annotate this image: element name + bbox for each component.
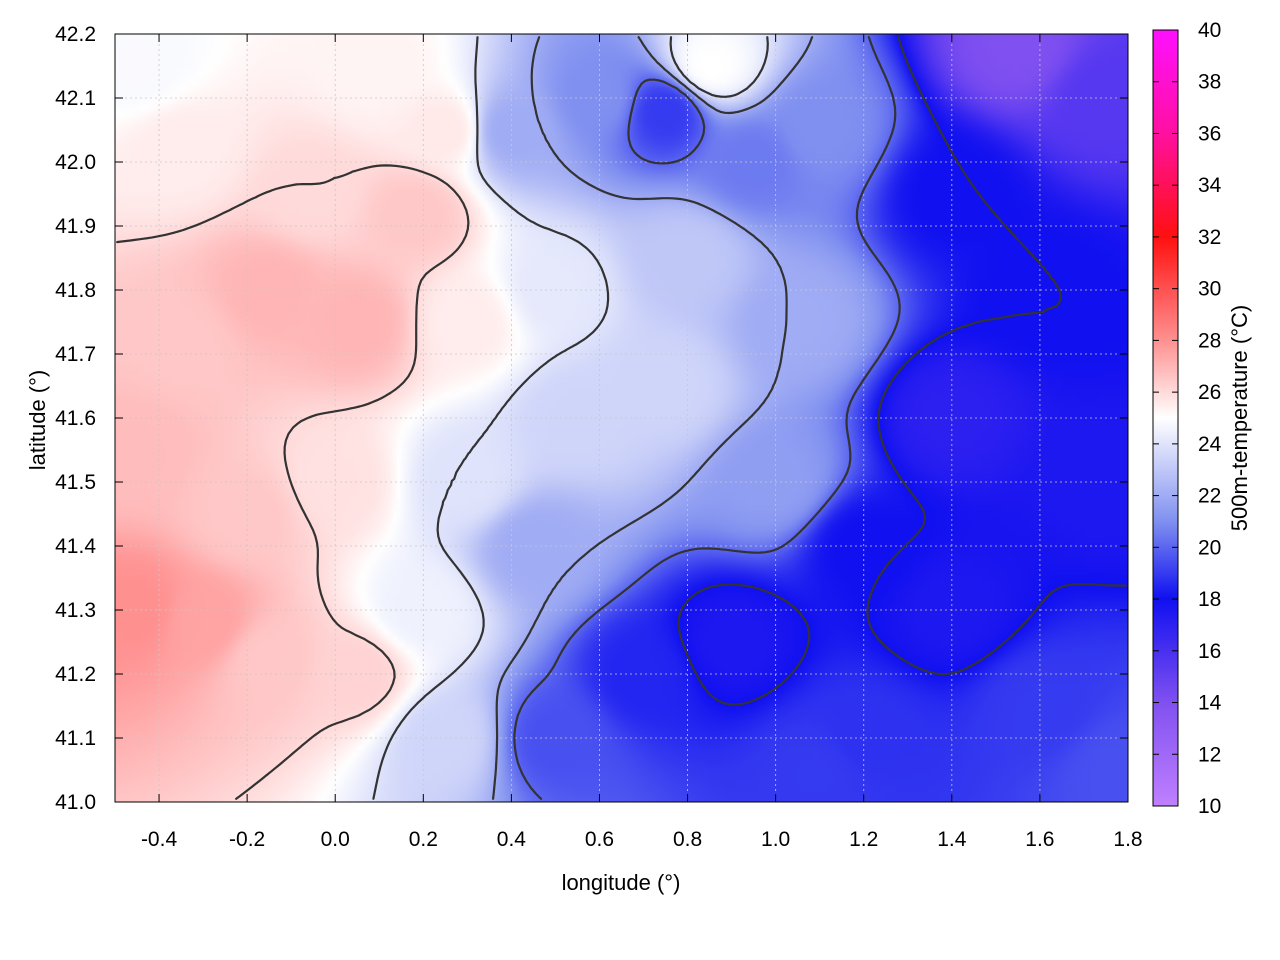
colorbar-tick-label: 22: [1198, 485, 1221, 508]
colorbar-gradient: [1152, 29, 1179, 807]
x-tick-label: 1.6: [1025, 828, 1054, 851]
colorbar-tick-label: 40: [1198, 19, 1221, 42]
contour-line-20: [513, 36, 901, 800]
y-tick-label: 42.2: [55, 23, 96, 46]
colorbar-tick-label: 32: [1198, 226, 1221, 249]
colorbar-ticks: 10 12 14 16 18 20 22 24 26 28 30 32 34 36 38 40: [1153, 19, 1222, 818]
colorbar-tick-label: 14: [1198, 692, 1222, 715]
y-tick-label: 41.4: [55, 535, 96, 558]
y-tick-label: 42.1: [55, 87, 96, 110]
contour-line-26: [116, 164, 470, 800]
y-tick-label: 41.2: [55, 663, 96, 686]
y-axis-title: latitude (°): [25, 370, 50, 471]
y-tick-label: 41.8: [55, 279, 96, 302]
y-tick-label: 41.0: [55, 791, 96, 814]
colorbar-tick-label: 12: [1198, 743, 1221, 766]
x-tick-label: 1.4: [937, 828, 967, 851]
colorbar-tick-label: 10: [1198, 795, 1221, 818]
colorbar-tick-label: 34: [1198, 174, 1222, 197]
x-axis-title: longitude (°): [562, 870, 681, 895]
x-axis: -0.4 -0.2 0.0 0.2 0.4 0.6 0.8 1.0 1.2 1.4 1.6 1.8: [141, 34, 1143, 851]
colorbar-tick-label: 26: [1198, 381, 1221, 404]
y-tick-label: 41.1: [55, 727, 96, 750]
x-tick-label: 0.0: [321, 828, 350, 851]
colorbar-tick-label: 16: [1198, 640, 1221, 663]
contour-line-22: [492, 36, 814, 800]
colorbar-title: 500m-temperature (°C): [1227, 305, 1252, 531]
y-tick-label: 41.7: [55, 343, 96, 366]
x-tick-label: 1.8: [1113, 828, 1142, 851]
x-tick-label: 0.4: [497, 828, 527, 851]
colorbar-tick-label: 18: [1198, 588, 1221, 611]
y-tick-label: 42.0: [55, 151, 96, 174]
y-tick-label: 41.5: [55, 471, 96, 494]
y-axis: 41.0 41.1 41.2 41.3 41.4 41.5 41.6 41.7 41.8 41.9…: [55, 23, 1128, 814]
contour-lines: [116, 36, 1127, 800]
colorbar-tick-label: 38: [1198, 71, 1221, 94]
colorbar: 10 12 14 16 18 20 22 24 26 28 30 32 34 36 38 40 500m-te…: [1152, 19, 1252, 818]
x-tick-label: 0.2: [409, 828, 438, 851]
contour-line-18: [677, 36, 1127, 706]
y-tick-label: 41.3: [55, 599, 96, 622]
x-tick-label: 1.2: [849, 828, 878, 851]
x-tick-label: 0.8: [673, 828, 702, 851]
x-tick-label: 1.0: [761, 828, 790, 851]
y-tick-label: 41.6: [55, 407, 96, 430]
x-tick-label: -0.4: [141, 828, 178, 851]
colorbar-tick-label: 24: [1198, 433, 1222, 456]
y-tick-label: 41.9: [55, 215, 96, 238]
colorbar-tick-label: 36: [1198, 122, 1221, 145]
colorbar-tick-label: 28: [1198, 329, 1221, 352]
colorbar-tick-label: 20: [1198, 536, 1221, 559]
contour-line-24: [372, 36, 769, 800]
colorbar-tick-label: 30: [1198, 278, 1221, 301]
x-tick-label: -0.2: [229, 828, 265, 851]
x-tick-label: 0.6: [585, 828, 614, 851]
